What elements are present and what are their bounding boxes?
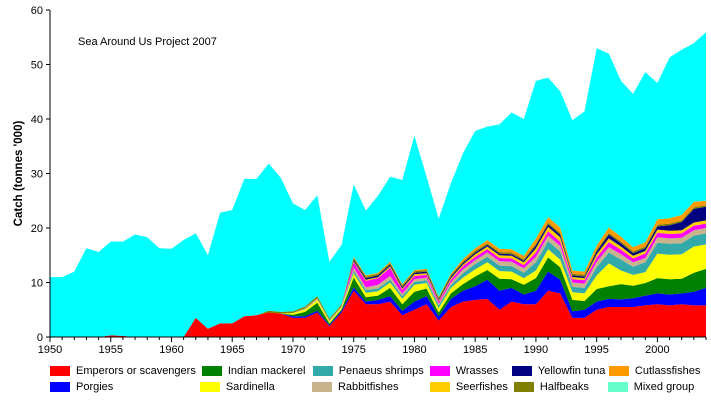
x-tick-label: 1970 [281,344,305,356]
legend-item: Wrasses [424,365,506,377]
area-series-group [50,32,706,338]
legend-label: Mixed group [633,381,695,393]
x-tick-label: 1985 [463,344,487,356]
x-tick-label: 1965 [220,344,244,356]
legend-label: Sardinella [225,381,275,393]
legend-item: Penaeus shrimps [307,365,424,377]
legend-item: Porgies [44,381,194,393]
y-tick-label: 20 [31,223,43,235]
legend-item: Seerfishes [424,381,508,393]
legend-item: Halfbeaks [508,381,602,393]
x-tick-label: 1950 [38,344,62,356]
y-tick-label: 50 [31,60,43,72]
x-tick-label: 1995 [584,344,608,356]
legend-swatch [607,382,628,392]
axes-group: 0 10 20 30 40 50 60 1950 1955 1960 1965 1970 1975 198… [31,5,707,356]
legend-swatch [608,366,629,376]
legend-swatch [50,382,70,392]
y-tick-label: 40 [31,114,43,126]
y-tick-label: 0 [37,332,43,344]
legend-row: Emperors or scavengers Indian mackerel Pen… [44,363,709,379]
legend-label: Rabbitfishes [337,381,399,393]
chart-annotation: Sea Around Us Project 2007 [78,36,217,48]
legend-item: Sardinella [194,381,306,393]
legend-swatch [429,366,450,376]
y-axis-label: Catch (tonnes '000) [13,121,25,227]
legend-swatch [199,382,220,392]
legend-label: Emperors or scavengers [76,365,196,377]
x-tick-label: 1955 [98,344,122,356]
legend-item: Cutlassfishes [603,365,709,377]
legend-label: Yellowfin tuna [537,365,606,377]
y-tick-label: 30 [31,169,43,181]
area-series-seerfishes [50,220,706,337]
legend-label: Penaeus shrimps [338,365,424,377]
area-series-sardinella [50,244,706,337]
legend-label: Wrasses [455,365,499,377]
area-series-porgies [50,271,706,337]
y-tick-label: 60 [31,5,43,17]
legend-item: Emperors or scavengers [44,365,196,377]
area-series-indian-mackerel [50,257,706,337]
legend-swatch [311,382,332,392]
legend-swatch [513,382,534,392]
area-series-emperors-or-scavengers [50,290,706,337]
x-tick-label: 1960 [159,344,183,356]
legend-item: Rabbitfishes [306,381,424,393]
legend-item: Mixed group [602,381,709,393]
legend-row: Porgies Sardinella Rabbitfishes Seerfishes H… [44,379,709,395]
area-series-wrasses [50,223,706,337]
x-tick-label: 2000 [645,344,669,356]
legend-item: Yellowfin tuna [506,365,606,377]
area-series-others [50,32,706,338]
legend-swatch [429,382,450,392]
legend-label: Indian mackerel [227,365,306,377]
x-tick-label: 1975 [341,344,365,356]
stacked-area-chart: 0 10 20 30 40 50 60 1950 1955 1960 1965 1970 1975 198… [13,5,707,356]
legend-swatch [312,366,333,376]
area-series-penaeus-shrimps [50,233,706,337]
y-tick-label: 10 [31,278,43,290]
legend-label: Halfbeaks [539,381,589,393]
legend-label: Cutlassfishes [634,365,701,377]
legend-swatch [511,366,532,376]
x-tick-label: 1980 [402,344,426,356]
legend-swatch [201,366,222,376]
legend-item: Indian mackerel [196,365,307,377]
legend-label: Porgies [76,381,114,393]
legend-label: Seerfishes [455,381,508,393]
legend-swatch [50,366,70,376]
x-tick-label: 1990 [524,344,548,356]
chart-legend: Emperors or scavengers Indian mackerel Pen… [44,363,709,395]
